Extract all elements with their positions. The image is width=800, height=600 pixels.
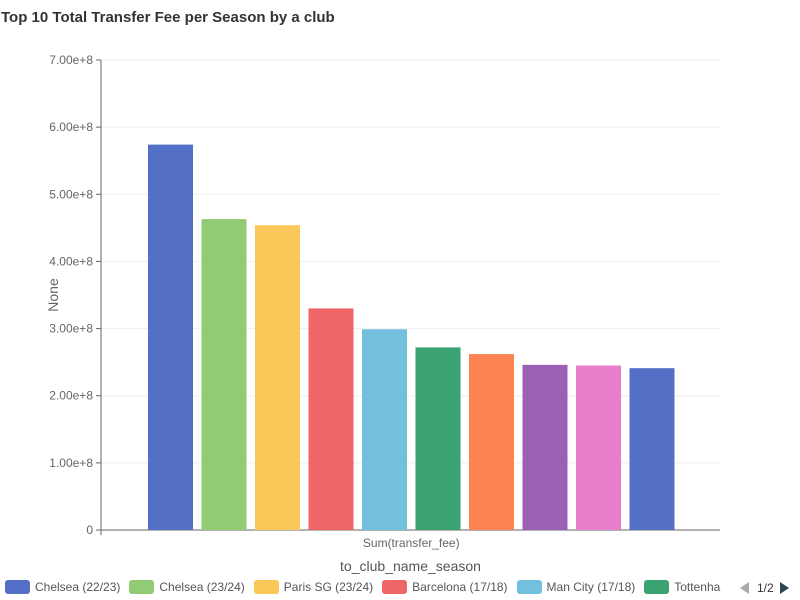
legend-item[interactable]: Chelsea (23/24) xyxy=(129,577,245,597)
legend-swatch xyxy=(253,580,279,594)
legend-label: Barcelona (17/18) xyxy=(412,580,508,594)
triangle-right-icon xyxy=(780,582,790,594)
y-tick-label: 6.00e+8 xyxy=(49,120,93,134)
chart-title: Top 10 Total Transfer Fee per Season by … xyxy=(1,9,335,26)
x-axis-title: to_club_name_season xyxy=(340,558,481,574)
legend-swatch xyxy=(5,580,30,594)
legend-swatch xyxy=(382,580,408,594)
bar xyxy=(308,308,354,530)
bar xyxy=(255,225,300,530)
legend-pager: 1/2 xyxy=(737,578,792,598)
bar xyxy=(148,144,193,530)
legend-item[interactable]: Paris SG (23/24) xyxy=(253,577,374,597)
y-tick-label: 2.00e+8 xyxy=(49,389,93,403)
y-tick-label: 0 xyxy=(86,523,93,537)
bar xyxy=(415,347,461,530)
bar xyxy=(576,365,621,530)
legend-next-button[interactable] xyxy=(778,579,792,597)
triangle-left-icon xyxy=(739,582,749,594)
legend-swatch xyxy=(644,580,670,594)
bar-chart: 0 1.00e+8 2.00e+8 3.00e+8 4.00e+8 5.00e+8 6.00… xyxy=(45,53,720,574)
y-tick-label: 7.00e+8 xyxy=(49,53,93,67)
y-tick-label: 1.00e+8 xyxy=(49,456,93,470)
bar xyxy=(201,219,247,530)
y-tick-label: 3.00e+8 xyxy=(49,322,93,336)
bar xyxy=(629,368,675,530)
y-tick-label: 4.00e+8 xyxy=(49,254,93,268)
legend-swatch xyxy=(129,580,155,594)
legend-page-label: 1/2 xyxy=(757,581,774,595)
legend-item[interactable]: Tottenha xyxy=(644,577,720,597)
legend-prev-button[interactable] xyxy=(737,579,751,597)
bar xyxy=(469,354,514,530)
legend-label: Paris SG (23/24) xyxy=(283,580,374,594)
legend-label: Chelsea (22/23) xyxy=(35,580,121,594)
legend-label: Chelsea (23/24) xyxy=(159,580,245,594)
y-tick-label: 5.00e+8 xyxy=(49,187,93,201)
x-tick-label: Sum(transfer_fee) xyxy=(363,536,460,550)
bar xyxy=(362,329,407,530)
legend-label: Man City (17/18) xyxy=(546,580,636,594)
legend-items: Chelsea (22/23) Chelsea (23/24) Paris SG (… xyxy=(5,577,730,599)
legend-label: Tottenha xyxy=(674,580,721,594)
legend-item[interactable]: Chelsea (22/23) xyxy=(5,577,120,597)
y-axis-title: None xyxy=(45,278,61,312)
bar xyxy=(522,364,568,530)
legend: Chelsea (22/23) Chelsea (23/24) Paris SG (… xyxy=(0,577,800,599)
legend-swatch xyxy=(516,580,542,594)
legend-item[interactable]: Man City (17/18) xyxy=(516,577,636,597)
legend-item[interactable]: Barcelona (17/18) xyxy=(382,577,508,597)
